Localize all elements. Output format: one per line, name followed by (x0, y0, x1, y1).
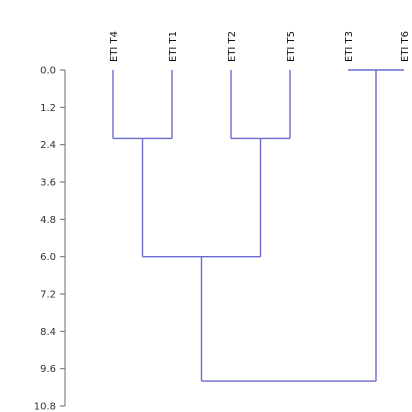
y-tick-label: 9.6 (40, 364, 56, 375)
leaf-labels: ETI T4 ETI T1 ETI T2 ETI T5 ETI T3 ETI T6 (109, 31, 411, 62)
leaf-label: ETI T3 (344, 31, 355, 62)
y-axis: 0.0 1.2 2.4 3.6 4.8 6.0 7.2 8.4 9.6 10.8 (34, 66, 66, 412)
y-tick-label: 0.0 (40, 66, 56, 77)
y-tick-label: 3.6 (40, 178, 56, 189)
y-tick-label: 2.4 (40, 140, 56, 151)
leaf-label: ETI T4 (109, 31, 120, 62)
leaf-label: ETI T6 (400, 31, 411, 62)
y-tick-label: 4.8 (40, 215, 56, 226)
dendrogram-branches (112, 69, 404, 382)
y-tick-label: 10.8 (34, 402, 56, 412)
leaf-label: ETI T5 (286, 31, 297, 62)
leaf-label: ETI T2 (227, 31, 238, 62)
leaf-label: ETI T1 (168, 31, 179, 62)
y-tick-label: 7.2 (40, 290, 56, 301)
y-tick-label: 8.4 (40, 327, 56, 338)
y-tick-label: 1.2 (40, 103, 56, 114)
y-tick-label: 6.0 (40, 252, 56, 263)
